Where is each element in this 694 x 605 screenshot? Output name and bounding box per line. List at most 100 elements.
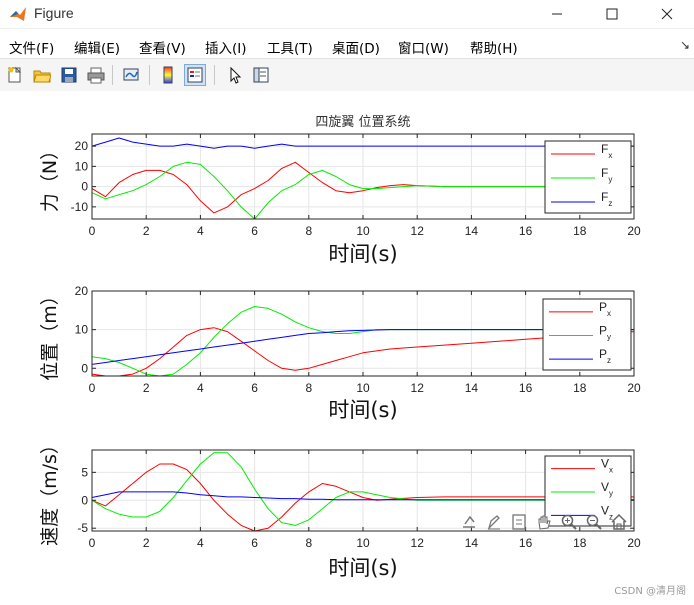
x-tick-label: 18	[573, 224, 587, 238]
x-tick-label: 14	[465, 381, 479, 395]
menu-bar: 文件(F) 编辑(E) 查看(V) 插入(I) 工具(T) 桌面(D) 窗口(W…	[0, 30, 694, 58]
legend-label: Fx	[601, 142, 612, 160]
legend-box	[542, 298, 632, 371]
new-figure-icon[interactable]	[4, 64, 26, 86]
legend-label-subscript: x	[609, 466, 613, 475]
x-tick-label: 6	[251, 224, 258, 238]
legend-label-subscript: z	[608, 199, 612, 208]
series-line-pz[interactable]	[91, 329, 634, 365]
menu-window[interactable]: 窗口(W)	[398, 41, 449, 57]
x-tick-label: 10	[356, 536, 370, 550]
legend-box	[544, 140, 632, 214]
maximize-button[interactable]	[585, 0, 639, 28]
x-tick-label: 18	[573, 381, 587, 395]
x-tick-label: 2	[143, 536, 150, 550]
legend-label-subscript: z	[609, 512, 613, 521]
x-tick-label: 6	[251, 381, 258, 395]
y-tick-label: 0	[81, 361, 88, 375]
link-plot-icon[interactable]	[120, 64, 142, 86]
zoom-out-icon[interactable]	[585, 513, 607, 535]
y-axis-label: 速度（m/s）	[39, 435, 61, 546]
series-line-fy[interactable]	[91, 161, 634, 220]
x-tick-label: 0	[89, 536, 96, 550]
figure-toolbar	[0, 58, 694, 92]
pan-icon[interactable]	[535, 513, 557, 535]
y-tick-label: -5	[77, 521, 88, 535]
x-tick-label: 8	[305, 224, 312, 238]
data-tips-icon[interactable]	[510, 513, 532, 535]
toolbar-separator	[214, 65, 215, 85]
legend-icon[interactable]	[184, 64, 206, 86]
x-tick-label: 0	[89, 224, 96, 238]
menu-help[interactable]: 帮助(H)	[470, 41, 518, 57]
series-line-px[interactable]	[91, 327, 635, 377]
menu-insert[interactable]: 插入(I)	[205, 41, 247, 57]
x-tick-label: 20	[627, 381, 641, 395]
zoom-in-icon[interactable]	[560, 513, 582, 535]
legend[interactable]: Fx Fy Fz	[544, 140, 632, 214]
series-line-vz[interactable]	[91, 491, 634, 501]
y-tick-label: 10	[75, 159, 89, 173]
x-tick-label: 12	[411, 536, 425, 550]
y-tick-label: -10	[71, 200, 89, 214]
axes-toolbar	[460, 513, 636, 535]
y-tick-label: 10	[75, 323, 89, 337]
menu-view[interactable]: 查看(V)	[139, 41, 186, 57]
close-button[interactable]	[640, 0, 694, 28]
x-tick-label: 8	[305, 536, 312, 550]
property-inspector-icon[interactable]	[250, 64, 272, 86]
x-tick-label: 16	[519, 536, 533, 550]
window-title: Figure	[34, 5, 74, 21]
x-tick-label: 4	[197, 381, 204, 395]
y-axis-label: 力（N）	[39, 141, 61, 212]
y-tick-label: 20	[75, 139, 89, 153]
legend-label-subscript: y	[608, 175, 612, 184]
minimize-icon	[552, 13, 562, 15]
series-line-vx[interactable]	[91, 463, 634, 532]
x-tick-label: 20	[627, 536, 641, 550]
x-tick-label: 2	[143, 224, 150, 238]
print-icon[interactable]	[85, 64, 107, 86]
legend-label: Fz	[601, 190, 612, 208]
legend-label-subscript: z	[607, 356, 611, 365]
menu-file[interactable]: 文件(F)	[9, 41, 55, 57]
close-icon	[661, 8, 673, 20]
legend-label: Fy	[601, 166, 612, 184]
legend-label-subscript: y	[609, 489, 613, 498]
menu-tools[interactable]: 工具(T)	[267, 41, 313, 57]
export-icon[interactable]	[460, 513, 482, 535]
legend-label-subscript: x	[608, 151, 612, 160]
series-line-fz[interactable]	[91, 137, 634, 149]
colorbar-icon[interactable]	[157, 64, 179, 86]
menu-desktop[interactable]: 桌面(D)	[332, 41, 380, 57]
series-line-vy[interactable]	[91, 452, 634, 526]
x-tick-label: 18	[573, 536, 587, 550]
x-tick-label: 4	[197, 536, 204, 550]
toolbar-separator	[149, 65, 150, 85]
pointer-icon[interactable]	[224, 64, 246, 86]
save-icon[interactable]	[58, 64, 80, 86]
legend-label-subscript: y	[607, 333, 611, 342]
menu-edit[interactable]: 编辑(E)	[74, 41, 121, 57]
x-tick-label: 12	[411, 381, 425, 395]
y-tick-label: 0	[81, 180, 88, 194]
home-icon[interactable]	[610, 513, 632, 535]
brush-icon[interactable]	[485, 513, 507, 535]
x-tick-label: 10	[356, 381, 370, 395]
x-tick-label: 14	[465, 224, 479, 238]
maximize-icon	[606, 8, 618, 20]
y-axis-label: 位置（m）	[39, 286, 61, 381]
x-tick-label: 12	[411, 224, 425, 238]
legend-label-subscript: x	[607, 309, 611, 318]
menu-dock-arrow-icon[interactable]: ↘	[679, 38, 690, 52]
minimize-button[interactable]	[530, 0, 584, 28]
x-tick-label: 8	[305, 381, 312, 395]
x-tick-label: 14	[465, 536, 479, 550]
x-tick-label: 16	[519, 224, 533, 238]
open-file-icon[interactable]	[31, 64, 53, 86]
